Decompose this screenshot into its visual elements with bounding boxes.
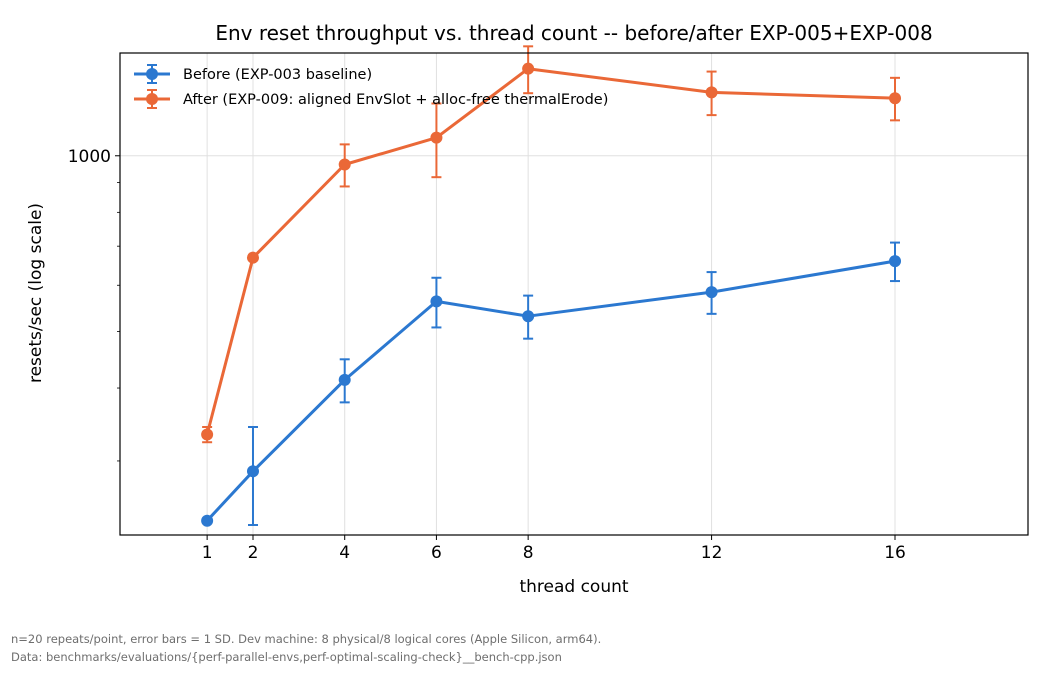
chart-title: Env reset throughput vs. thread count --… [215,21,932,45]
series-1 [201,241,902,527]
x-tick-label: 8 [523,543,534,563]
footer-note: n=20 repeats/point, error bars = 1 SD. D… [11,632,602,646]
legend-entry: After (EXP-009: aligned EnvSlot + alloc-… [134,89,608,109]
data-point [201,428,214,441]
footer-source: Data: benchmarks/evaluations/{perf-paral… [11,650,562,664]
legend-label: Before (EXP-003 baseline) [183,67,372,83]
x-tick-label: 12 [701,543,723,563]
legend: Before (EXP-003 baseline) After (EXP-009:… [134,64,608,109]
data-point [430,131,443,144]
data-point [889,255,902,268]
series-line [205,67,896,435]
data-point [201,514,214,527]
legend-marker [146,93,158,105]
data-point [246,465,259,478]
series-line [206,259,896,522]
y-tick-label: 1000 [68,147,111,167]
series-2 [201,45,902,444]
data-point [246,251,259,264]
legend-marker [146,68,158,80]
legend-label: After (EXP-009: aligned EnvSlot + alloc-… [183,92,608,108]
grid-lines [120,53,1028,535]
x-tick-label: 1 [202,543,213,563]
data-point [522,62,535,75]
x-tick-label: 4 [339,543,350,563]
data-point [705,86,718,99]
data-point [338,158,351,171]
y-axis-label: resets/sec (log scale) [26,203,46,383]
data-point [705,286,718,299]
plot-frame [119,52,1029,536]
data-point [338,373,351,386]
x-tick-label: 6 [431,543,442,563]
data-point [430,295,443,308]
data-series [201,45,902,527]
x-tick-label: 2 [248,543,259,563]
data-point [889,92,902,105]
x-axis-label: thread count [519,577,628,597]
data-point [522,310,535,323]
x-tick-label: 16 [884,543,906,563]
legend-entry: Before (EXP-003 baseline) [134,64,372,84]
